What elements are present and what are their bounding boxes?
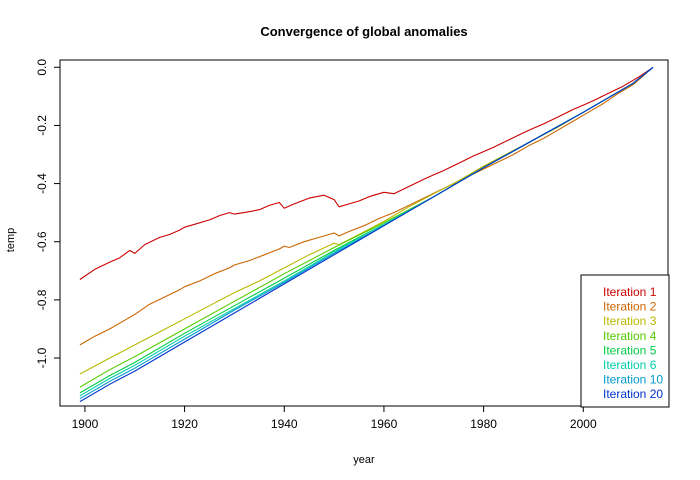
legend-entry: Iteration 20 [603,387,663,401]
y-tick-label: -0.6 [35,231,49,252]
x-tick-label: 1900 [72,417,99,431]
y-tick-label: -0.2 [35,115,49,136]
x-tick-label: 1940 [271,417,298,431]
y-axis: 0.0 -0.2 -0.4 -0.6 -0.8 -1.0 [35,59,61,368]
series-line-3 [79,66,654,375]
y-tick-label: -0.4 [35,173,49,194]
legend-entry: Iteration 10 [603,373,663,387]
series-line-2 [79,66,654,346]
legend-entry: Iteration 2 [603,300,657,314]
y-tick-label: 0.0 [35,59,49,76]
y-tick-label: -0.8 [35,289,49,310]
y-tick-label: -1.0 [35,347,49,368]
legend-entry: Iteration 3 [603,314,657,328]
series-line-4 [79,66,654,388]
legend-entry: Iteration 5 [603,343,657,357]
x-tick-label: 2000 [570,417,597,431]
x-tick-label: 1920 [171,417,198,431]
series-line-1 [79,66,654,280]
legend-box [580,274,670,408]
legend-entry: Iteration 4 [603,329,657,343]
series-line-8 [79,66,654,403]
chart-title: Convergence of global anomalies [260,24,467,39]
x-tick-label: 1980 [470,417,497,431]
x-axis: 1900 1920 1940 1960 1980 2000 [72,405,597,431]
y-axis-label: temp [5,228,17,252]
series-layer [79,66,654,403]
legend-entry: Iteration 1 [603,285,657,299]
x-tick-label: 1960 [371,417,398,431]
x-axis-label: year [353,454,375,466]
legend-entry: Iteration 6 [603,358,657,372]
